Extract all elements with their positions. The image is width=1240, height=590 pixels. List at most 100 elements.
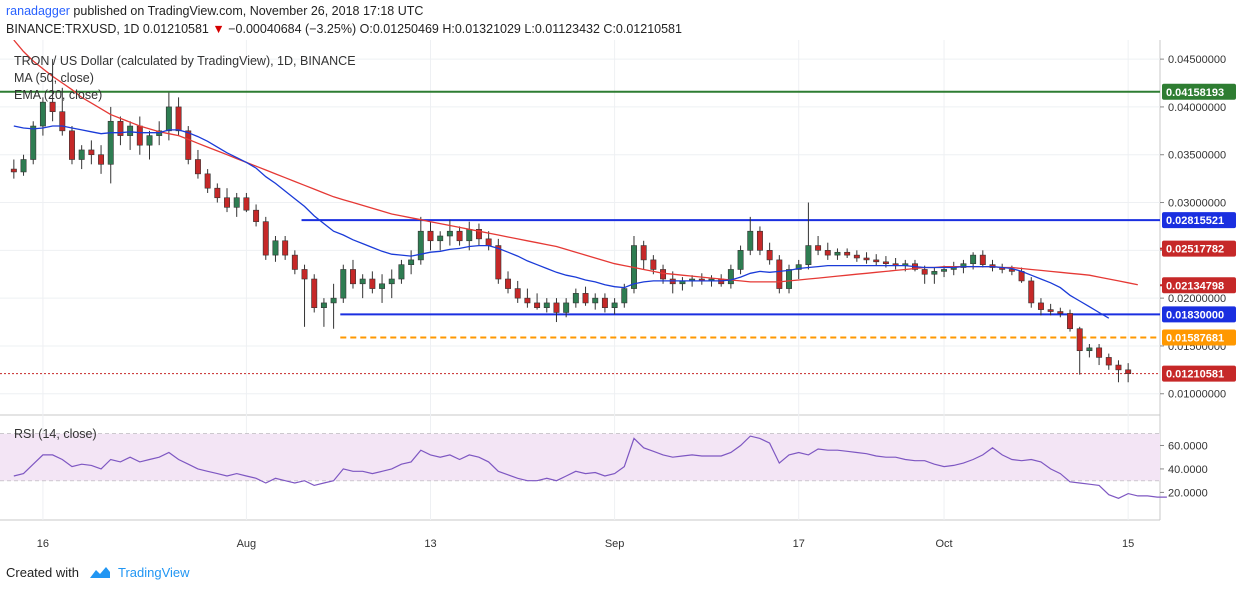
candle-body [495, 245, 502, 280]
published-text: published on TradingView.com, November 2… [69, 4, 424, 18]
time-tick-label: Sep [605, 538, 625, 550]
candle-body [1047, 309, 1054, 312]
candle-body [834, 251, 841, 256]
time-tick-label: Oct [935, 538, 952, 550]
candle-body [776, 259, 783, 289]
author-link[interactable]: ranadagger [6, 4, 70, 18]
candle-body [795, 264, 802, 270]
candle-body [136, 125, 143, 146]
candle-body [350, 269, 356, 285]
candle-body [30, 125, 37, 160]
candle-body [592, 297, 599, 304]
candle-body [359, 278, 366, 285]
candle-body [379, 283, 386, 289]
candle-body [766, 250, 773, 261]
candle-body [427, 230, 434, 242]
price-tick-label: 0.02000000 [1168, 293, 1226, 305]
candle-body [660, 269, 667, 280]
candle-body [485, 238, 492, 246]
level-label-box [1162, 240, 1236, 257]
open-value: 0.01250469 [372, 22, 439, 36]
candle-body [543, 302, 550, 309]
candle-body [369, 278, 376, 289]
chart-title: TRON / US Dollar (calculated by TradingV… [14, 54, 356, 68]
candle-body [466, 229, 473, 242]
level-label-text: 0.01587681 [1166, 333, 1224, 345]
time-tick-label: 15 [1122, 538, 1134, 550]
close-label: C: [603, 22, 616, 36]
candle-body [330, 297, 337, 304]
candle-body [844, 251, 851, 256]
candle-body [456, 230, 463, 242]
indicator-lines [13, 40, 1167, 499]
candle-body [553, 302, 560, 313]
candle-body [1115, 364, 1122, 371]
candle-body [601, 297, 608, 309]
publish-line: ranadagger published on TradingView.com,… [6, 4, 423, 18]
candle-body [534, 302, 541, 309]
ema-legend: EMA (20, close) [14, 88, 102, 102]
candle-body [824, 250, 831, 256]
candle-body [1125, 369, 1132, 374]
high-value: 0.01321029 [454, 22, 521, 36]
candle-body [98, 154, 105, 165]
candle-body [611, 302, 618, 309]
candle-body [1105, 357, 1112, 366]
candle-body [204, 173, 211, 189]
candle-body [78, 149, 85, 160]
candle-body [582, 293, 589, 304]
ema20-line [13, 125, 1110, 319]
time-tick-label: 13 [424, 538, 436, 550]
tradingview-brand-link[interactable]: TradingView [118, 565, 190, 580]
level-label-box [1162, 212, 1236, 229]
level-label-box [1162, 365, 1236, 382]
rsi-band [0, 433, 1160, 481]
candle-body [165, 106, 172, 132]
rsi-line [13, 435, 1167, 499]
candle-body [1037, 302, 1044, 310]
candle-body [970, 254, 977, 265]
candle-body [301, 269, 308, 280]
candle-body [88, 149, 95, 156]
candle-body [437, 235, 444, 242]
candle-body [20, 159, 27, 173]
candle-body [340, 269, 347, 299]
candle-body [117, 120, 124, 136]
candle-body [1008, 269, 1015, 272]
ohlc-line: BINANCE:TRXUSD, 1D 0.01210581 ▼ −0.00040… [6, 22, 682, 36]
candle-body [1028, 280, 1035, 304]
time-tick-label: Aug [237, 538, 257, 550]
time-tick-label: 17 [793, 538, 805, 550]
symbol-line: BINANCE:TRXUSD, 1D [6, 22, 140, 36]
price-tick-label: 0.03000000 [1168, 198, 1226, 210]
rsi-tick-label: 60.0000 [1168, 440, 1208, 452]
price-tick-label: 0.03500000 [1168, 150, 1226, 162]
candle-body [475, 229, 482, 240]
candle-body [272, 240, 279, 256]
candle-body [640, 245, 647, 261]
level-label-text: 0.04158193 [1166, 87, 1224, 99]
candle-body [262, 221, 269, 256]
price-chart[interactable]: 0.04500000 0.04000000 0.03500000 0.03000000… [0, 40, 1240, 560]
candle-body [650, 259, 657, 270]
candle-body [1096, 347, 1103, 358]
ma50-line [13, 40, 1138, 286]
open-label: O: [359, 22, 373, 36]
levels-layer [0, 90, 1164, 375]
level-label-box [1162, 329, 1236, 346]
price-tick-label: 0.01000000 [1168, 389, 1226, 401]
ma-legend: MA (50, close) [14, 71, 94, 85]
candle-body [882, 261, 889, 265]
candle-body [233, 197, 240, 208]
candle-body [524, 297, 531, 304]
candle-body [39, 101, 46, 127]
candle-body [282, 240, 289, 256]
candle-body [291, 254, 298, 270]
last-price: 0.01210581 [142, 22, 209, 36]
rsi-tick-label: 40.0000 [1168, 464, 1208, 476]
candle-body [185, 130, 192, 160]
created-with-text: Created with [6, 565, 79, 580]
candle-body [931, 271, 938, 275]
down-arrow-icon: ▼ [212, 22, 225, 36]
candle-body [69, 130, 75, 160]
